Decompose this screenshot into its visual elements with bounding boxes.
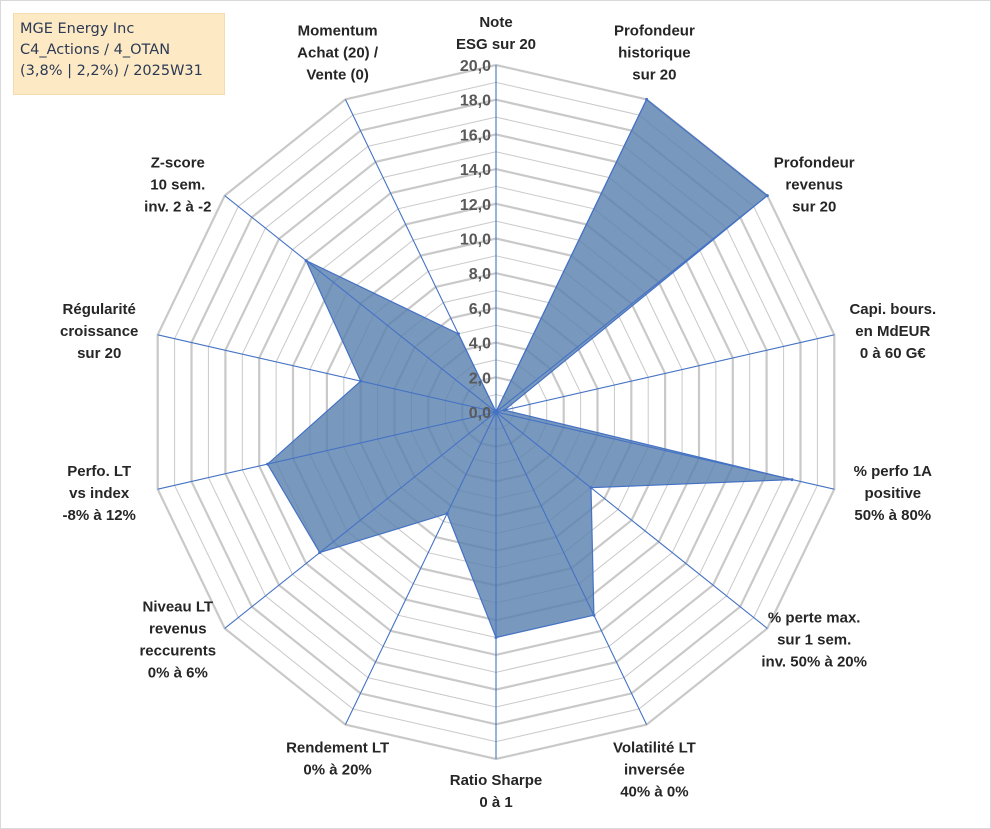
axis-label: Ratio Sharpe 0 à 1 [450, 772, 543, 811]
title-line-category: C4_Actions / 4_OTAN [20, 42, 171, 58]
axis-label-line: Achat (20) / [297, 44, 379, 61]
axis-label-line: revenus [785, 176, 843, 193]
axis-label-line: Vente (0) [306, 66, 369, 83]
axis-label-line: 0 à 1 [479, 794, 512, 811]
axis-label: Momentum Achat (20) / Vente (0) [297, 22, 379, 83]
axis-spoke [495, 195, 768, 413]
axis-label: % perte max. sur 1 sem. inv. 50% à 20% [761, 610, 867, 671]
axis-label-line: inv. 2 à -2 [144, 198, 211, 215]
tick-label: 12,0 [460, 197, 491, 214]
axis-label-line: 10 sem. [150, 176, 205, 193]
axis-label-line: inversée [624, 762, 685, 779]
axis-label: Profondeur revenus sur 20 [774, 154, 855, 215]
axis-label-line: Rendement LT [286, 740, 389, 757]
axis-label-line: revenus [149, 621, 207, 638]
tick-label: 6,0 [469, 301, 491, 318]
tick-label: 0,0 [469, 405, 491, 422]
axis-spoke [224, 195, 497, 413]
tick-label: 14,0 [460, 162, 491, 179]
axis-spoke [344, 411, 497, 725]
axis-label-line: ESG sur 20 [456, 36, 536, 53]
axis-label: Z-score 10 sem. inv. 2 à -2 [144, 154, 211, 215]
axis-label-line: sur 20 [77, 345, 121, 362]
axis-label-line: reccurents [139, 643, 216, 660]
axis-label-line: vs index [69, 485, 130, 502]
axis-label-line: Profondeur [614, 22, 695, 39]
axis-label-line: % perte max. [768, 610, 861, 627]
axis-label-line: 0 à 60 G€ [860, 345, 927, 362]
axis-label: Note ESG sur 20 [456, 14, 536, 53]
axis-label: % perfo 1A positive 50% à 80% [854, 463, 933, 524]
axis-label-line: 40% à 0% [620, 784, 688, 801]
axis-label-line: sur 1 sem. [777, 632, 851, 649]
tick-label: 20,0 [460, 58, 491, 75]
tick-label: 2,0 [469, 370, 491, 387]
axis-label: Régularité croissance sur 20 [60, 301, 138, 362]
tick-label: 18,0 [460, 93, 491, 110]
axis-spoke [495, 411, 835, 490]
series-area [266, 98, 793, 639]
axis-label-line: Perfo. LT [67, 463, 131, 480]
axis-label-line: Volatilité LT [613, 740, 696, 757]
title-line-period: (3,8% | 2,2%) / 2025W31 [20, 63, 203, 79]
axis-label-line: sur 20 [632, 66, 676, 83]
axis-label-line: croissance [60, 323, 138, 340]
axis-label-line: -8% à 12% [63, 507, 136, 524]
axis-spoke [224, 411, 497, 629]
axis-label-line: en MdEUR [855, 323, 930, 340]
axis-label: Capi. bours. en MdEUR 0 à 60 G€ [849, 301, 936, 362]
chart-title-box: MGE Energy Inc C4_Actions / 4_OTAN (3,8%… [13, 13, 225, 95]
axis-label: Perfo. LT vs index -8% à 12% [63, 463, 136, 524]
axis-label-line: inv. 50% à 20% [761, 654, 867, 671]
radial-tick-labels: 0,0 2,0 4,0 6,0 8,0 10,0 12,0 14,0 16,0 18,0 20,0 [460, 58, 491, 422]
tick-label: 10,0 [460, 232, 491, 249]
axis-label-line: Capi. bours. [849, 301, 936, 318]
axis-label: Profondeur historique sur 20 [614, 22, 695, 83]
axis-label-line: % perfo 1A [854, 463, 933, 480]
axis-label-line: positive [864, 485, 921, 502]
title-line-company: MGE Energy Inc [20, 21, 135, 37]
axis-label-line: sur 20 [792, 198, 836, 215]
axis-spoke [495, 334, 835, 413]
axis-label-line: 0% à 20% [303, 762, 371, 779]
axis-label-line: Profondeur [774, 154, 855, 171]
axis-label-line: 0% à 6% [148, 665, 208, 682]
axis-label-line: Régularité [63, 301, 136, 318]
axis-labels: Note ESG sur 20 Profondeur historique sur 20… [60, 14, 936, 811]
axis-label-line: historique [618, 44, 691, 61]
axis-label-line: Z-score [151, 154, 205, 171]
axis-label-line: Note [479, 14, 512, 31]
axis-spoke [495, 411, 648, 725]
tick-label: 16,0 [460, 127, 491, 144]
radar-series [266, 97, 794, 639]
axis-label: Volatilité LT inversée 40% à 0% [613, 740, 696, 801]
axis-label: Niveau LT revenus reccurents 0% à 6% [139, 599, 216, 682]
tick-label: 8,0 [469, 266, 491, 283]
axis-label: Rendement LT 0% à 20% [286, 740, 389, 779]
axis-label-line: 50% à 80% [854, 507, 931, 524]
axis-label-line: Niveau LT [143, 599, 214, 616]
axis-spoke [495, 411, 768, 629]
axis-spoke [495, 99, 648, 413]
tick-label: 4,0 [469, 336, 491, 353]
axis-spoke [157, 334, 497, 413]
axis-spoke [157, 411, 497, 490]
axis-label-line: Momentum [298, 22, 378, 39]
radar-spokes [157, 65, 835, 759]
axis-spoke [344, 99, 497, 413]
axis-label-line: Ratio Sharpe [450, 772, 543, 789]
